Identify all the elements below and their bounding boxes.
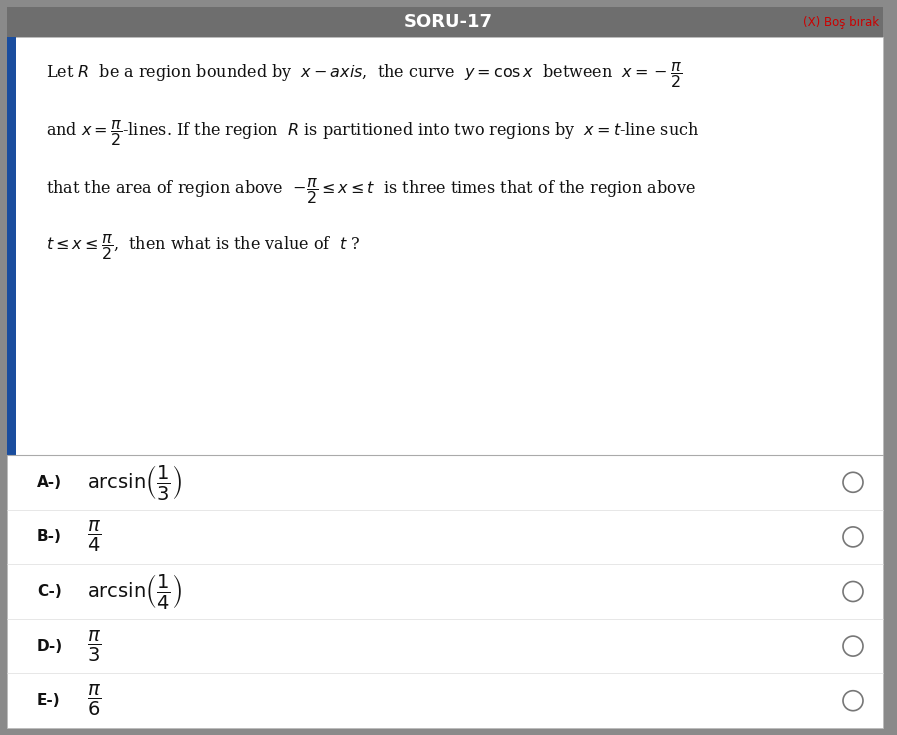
Text: Let $R$  be a region bounded by  $x-axis$,  the curve  $y=\cos x$  between  $x=-: Let $R$ be a region bounded by $x-axis$,… (46, 60, 683, 90)
FancyBboxPatch shape (7, 7, 883, 37)
Text: SORU-17: SORU-17 (404, 13, 493, 31)
Text: $\dfrac{\pi}{3}$: $\dfrac{\pi}{3}$ (87, 628, 101, 664)
Text: that the area of region above  $-\dfrac{\pi}{2}\leq x\leq t$  is three times tha: that the area of region above $-\dfrac{\… (46, 176, 696, 206)
Text: and $x=\dfrac{\pi}{2}$-lines. If the region  $R$ is partitioned into two regions: and $x=\dfrac{\pi}{2}$-lines. If the reg… (46, 118, 699, 148)
Text: $\dfrac{\pi}{6}$: $\dfrac{\pi}{6}$ (87, 683, 101, 718)
FancyBboxPatch shape (7, 37, 16, 455)
Text: E-): E-) (37, 693, 61, 709)
Text: $t\leq x\leq\dfrac{\pi}{2}$,  then what is the value of  $t$ ?: $t\leq x\leq\dfrac{\pi}{2}$, then what i… (46, 232, 361, 262)
Text: (X) Boş bırak: (X) Boş bırak (803, 15, 879, 29)
Text: $\dfrac{\pi}{4}$: $\dfrac{\pi}{4}$ (87, 520, 101, 554)
FancyBboxPatch shape (7, 37, 883, 455)
FancyBboxPatch shape (7, 455, 883, 728)
Text: $\mathrm{arcsin}\left(\dfrac{1}{3}\right)$: $\mathrm{arcsin}\left(\dfrac{1}{3}\right… (87, 463, 182, 502)
Text: B-): B-) (37, 529, 62, 545)
Text: C-): C-) (37, 584, 62, 599)
Text: D-): D-) (37, 639, 63, 653)
Text: A-): A-) (37, 475, 62, 490)
Text: $\mathrm{arcsin}\left(\dfrac{1}{4}\right)$: $\mathrm{arcsin}\left(\dfrac{1}{4}\right… (87, 572, 182, 611)
